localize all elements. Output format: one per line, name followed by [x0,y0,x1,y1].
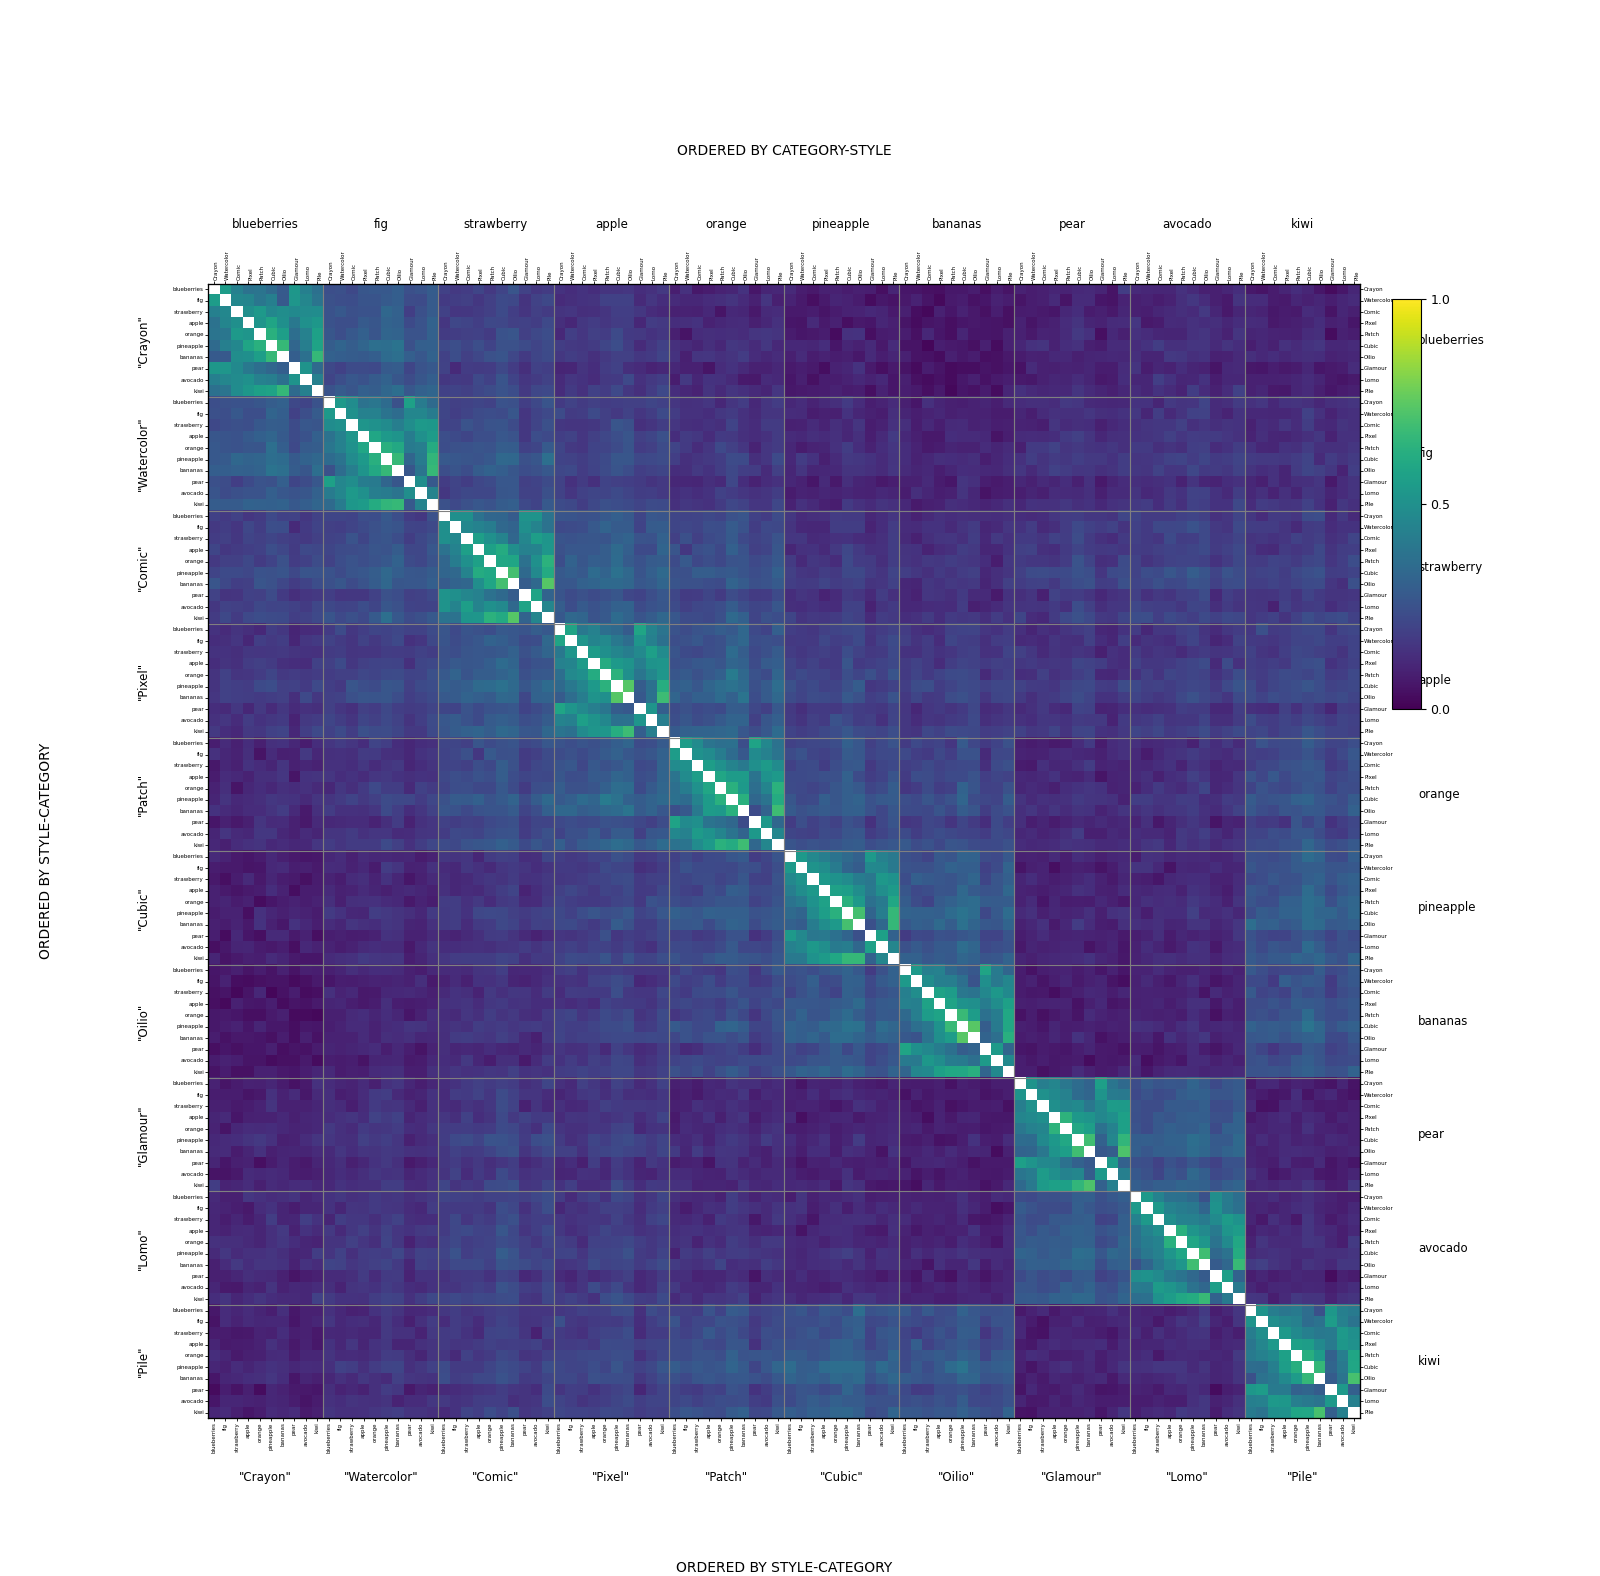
X-axis label: ORDERED BY STYLE-CATEGORY: ORDERED BY STYLE-CATEGORY [675,1560,893,1574]
Y-axis label: ORDERED BY STYLE-CATEGORY: ORDERED BY STYLE-CATEGORY [40,742,53,960]
Y-axis label: ORDERED BY CATEGORY-STYLE: ORDERED BY CATEGORY-STYLE [1597,744,1600,958]
Title: ORDERED BY CATEGORY-STYLE: ORDERED BY CATEGORY-STYLE [677,145,891,159]
